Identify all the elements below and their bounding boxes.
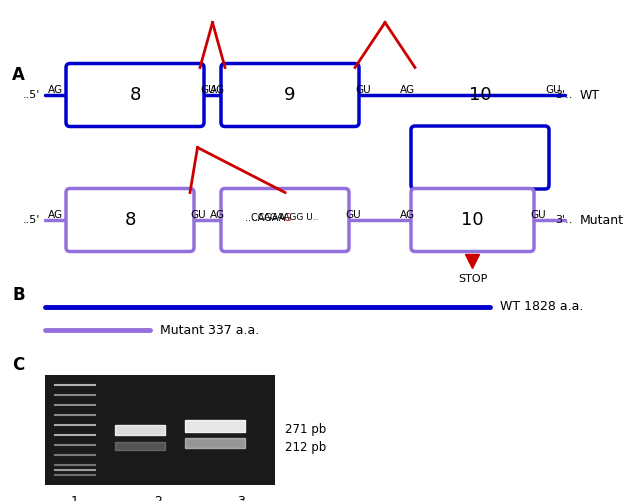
Text: STOP: STOP bbox=[458, 275, 487, 285]
Text: AG: AG bbox=[209, 210, 225, 220]
Text: 3'..: 3'.. bbox=[555, 215, 572, 225]
Text: GU: GU bbox=[200, 85, 216, 95]
Text: 9: 9 bbox=[284, 86, 296, 104]
Text: ..5': ..5' bbox=[23, 215, 40, 225]
Text: AG: AG bbox=[48, 85, 63, 95]
FancyBboxPatch shape bbox=[66, 188, 194, 252]
Text: Mutant 337 a.a.: Mutant 337 a.a. bbox=[160, 324, 259, 337]
Polygon shape bbox=[465, 255, 480, 269]
Text: A: A bbox=[12, 66, 25, 84]
Text: GU: GU bbox=[345, 210, 361, 220]
Text: 8: 8 bbox=[129, 86, 141, 104]
FancyBboxPatch shape bbox=[221, 64, 359, 126]
Text: AG: AG bbox=[209, 85, 225, 95]
Text: GU: GU bbox=[530, 210, 546, 220]
FancyBboxPatch shape bbox=[221, 188, 349, 252]
FancyBboxPatch shape bbox=[66, 64, 204, 126]
Text: ..5': ..5' bbox=[23, 90, 40, 100]
Text: ..CAGAA: ..CAGAA bbox=[245, 213, 285, 223]
Bar bbox=[45, 375, 275, 485]
Text: 2: 2 bbox=[154, 495, 162, 501]
Text: AG: AG bbox=[48, 210, 63, 220]
FancyBboxPatch shape bbox=[411, 126, 549, 189]
Text: WT 1828 a.a.: WT 1828 a.a. bbox=[500, 301, 583, 314]
Text: Mutant: Mutant bbox=[580, 213, 624, 226]
Text: 3'..: 3'.. bbox=[555, 90, 572, 100]
FancyBboxPatch shape bbox=[411, 188, 534, 252]
Text: GU: GU bbox=[355, 85, 371, 95]
Text: 212 pb: 212 pb bbox=[285, 440, 327, 453]
Text: GU: GU bbox=[190, 210, 206, 220]
Text: 271 pb: 271 pb bbox=[285, 423, 327, 436]
Text: GU: GU bbox=[545, 85, 561, 95]
Text: WT: WT bbox=[580, 89, 600, 102]
Text: 8: 8 bbox=[124, 211, 136, 229]
Text: 10: 10 bbox=[461, 211, 484, 229]
Text: C: C bbox=[12, 356, 24, 374]
Text: 10: 10 bbox=[468, 86, 491, 104]
Text: B: B bbox=[12, 286, 24, 304]
Text: 1: 1 bbox=[71, 495, 79, 501]
Text: 3: 3 bbox=[237, 495, 245, 501]
Text: AG: AG bbox=[399, 210, 414, 220]
Text: G: G bbox=[283, 213, 291, 223]
Text: ..CAGAAGG U..: ..CAGAAGG U.. bbox=[252, 213, 318, 222]
Text: AG: AG bbox=[399, 85, 414, 95]
